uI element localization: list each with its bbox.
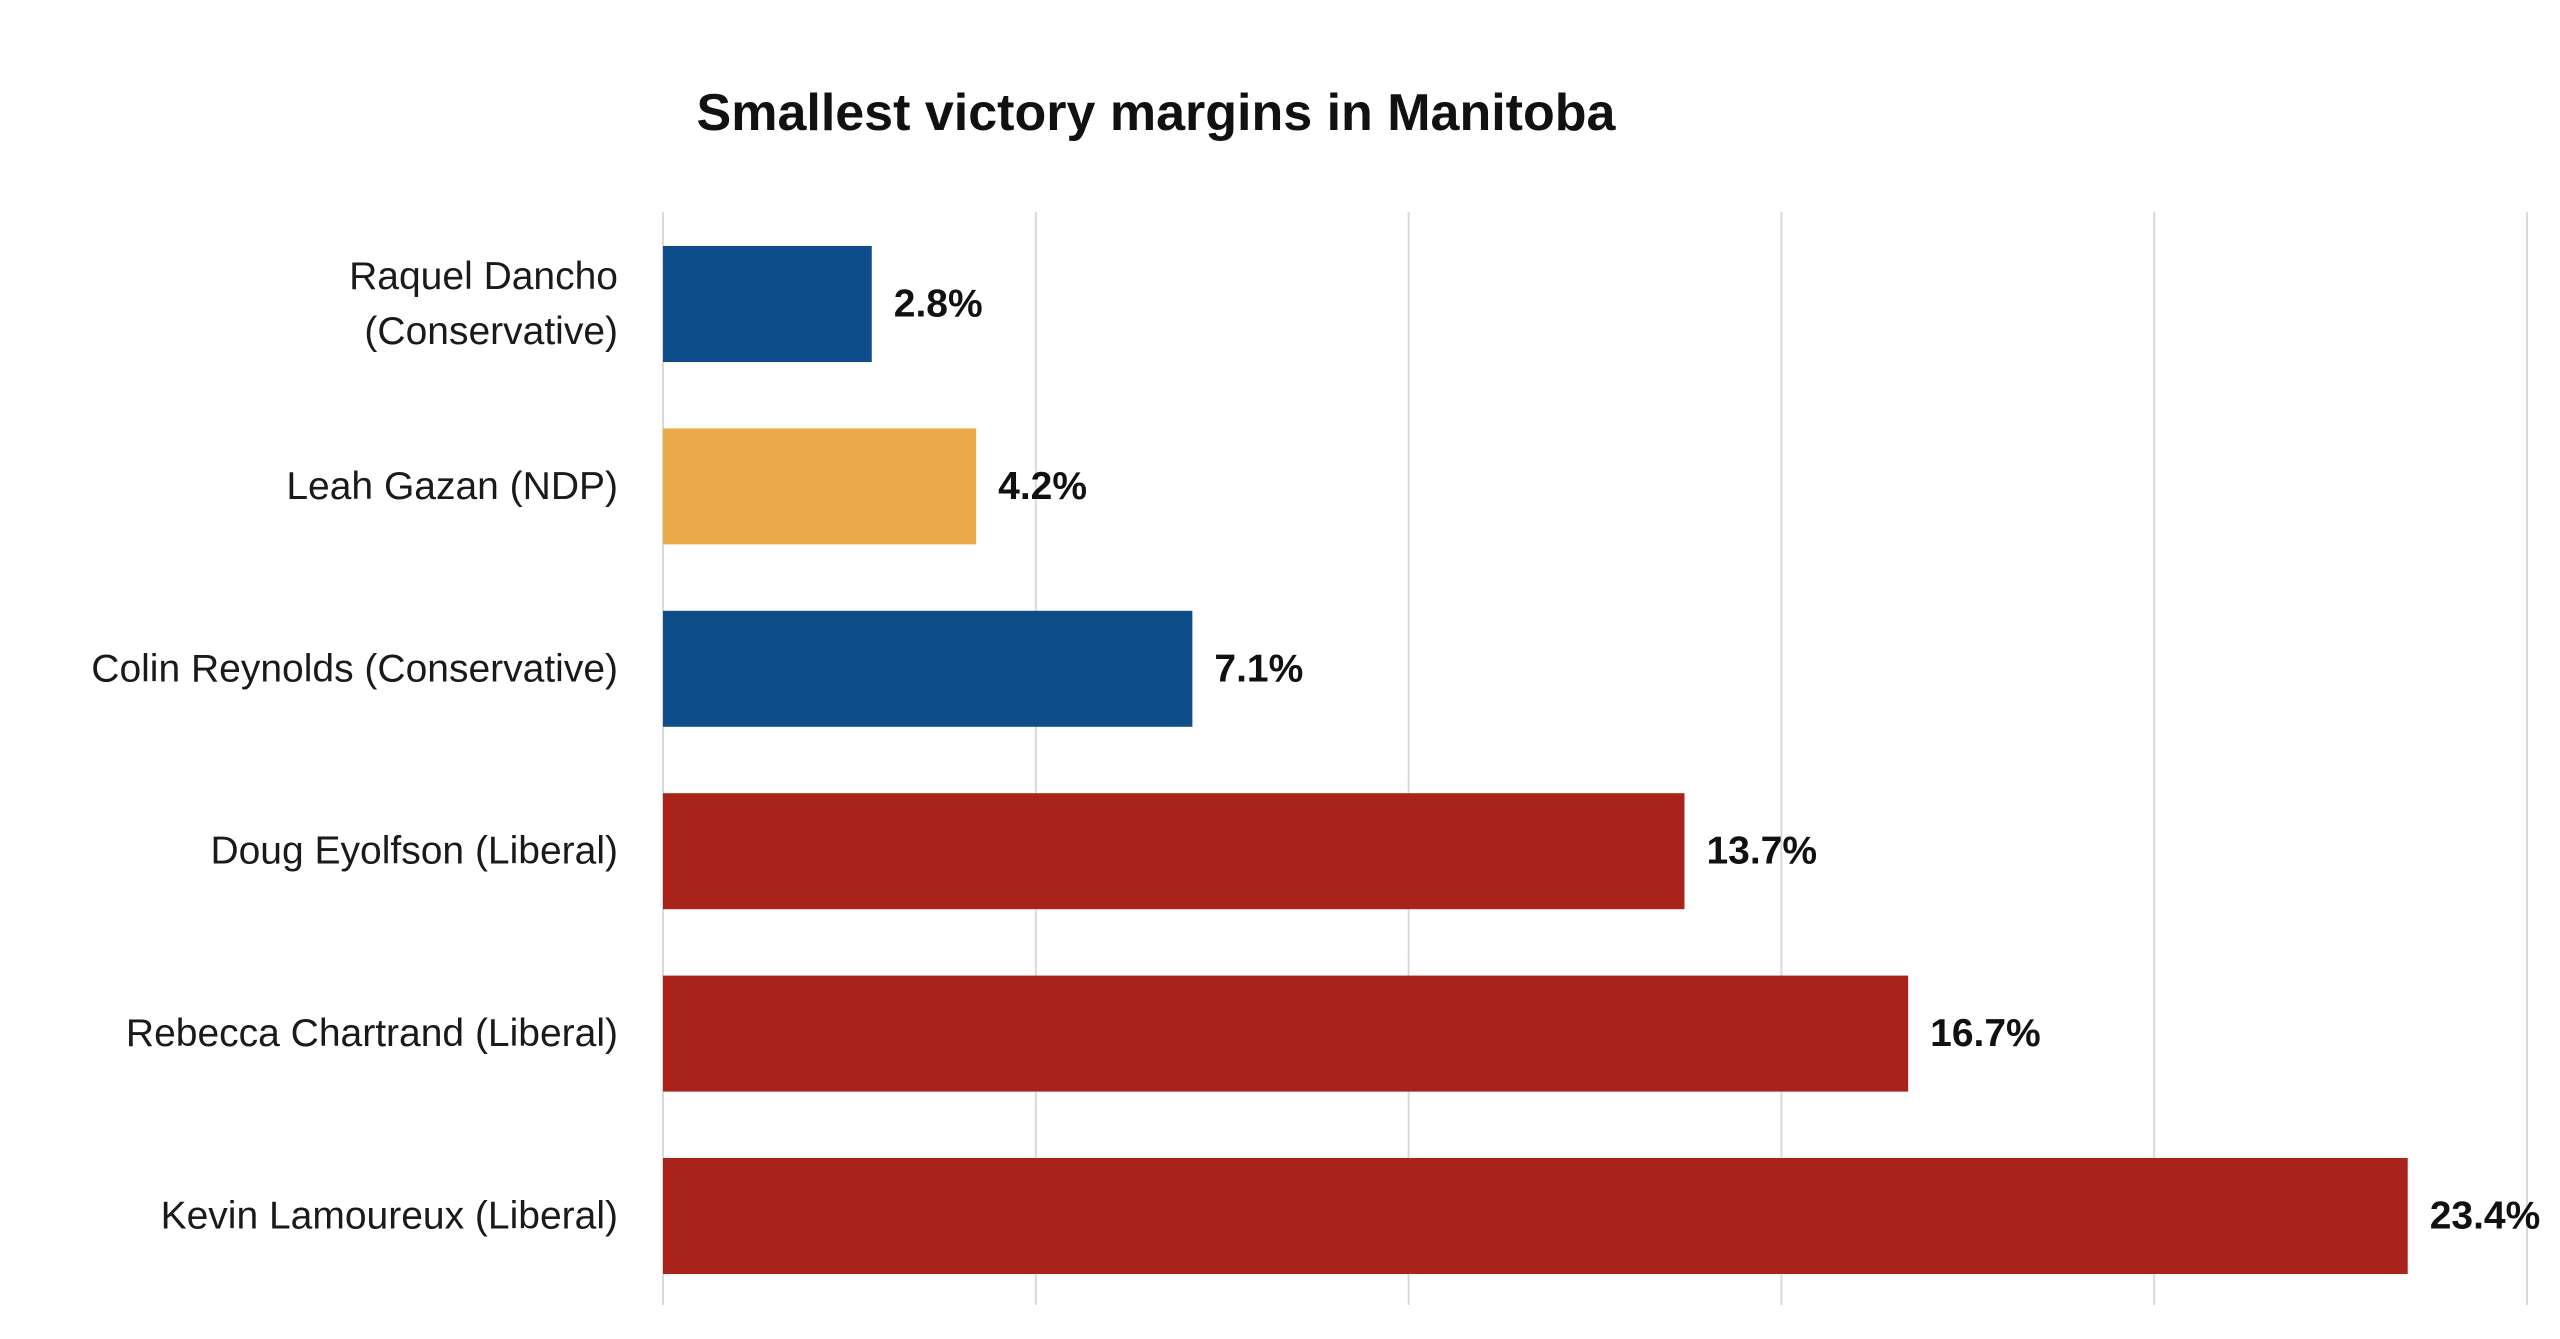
category-label-5: Kevin Lamoureux (Liberal) bbox=[161, 1195, 618, 1238]
bar-2 bbox=[663, 610, 1193, 727]
category-label-line: Kevin Lamoureux (Liberal) bbox=[161, 1195, 618, 1238]
gridlines bbox=[662, 212, 2528, 1305]
bar-3 bbox=[663, 793, 1685, 910]
category-labels: Raquel Dancho (Conservative) Leah Gazan (N… bbox=[91, 255, 618, 1238]
chart-title: Smallest victory margins in Manitoba bbox=[697, 84, 1617, 142]
bar-4 bbox=[663, 975, 1909, 1092]
category-label-line: Colin Reynolds (Conservative) bbox=[91, 647, 618, 690]
category-label-0: Raquel Dancho (Conservative) bbox=[349, 255, 618, 353]
category-label-line: (Conservative) bbox=[364, 310, 618, 353]
category-label-1: Leah Gazan (NDP) bbox=[286, 465, 618, 508]
category-label-3: Doug Eyolfson (Liberal) bbox=[210, 830, 618, 873]
category-label-4: Rebecca Chartrand (Liberal) bbox=[126, 1012, 618, 1055]
bar-1 bbox=[663, 428, 977, 545]
category-label-2: Colin Reynolds (Conservative) bbox=[91, 647, 618, 690]
value-label-2: 7.1% bbox=[1214, 647, 1303, 690]
value-labels: 2.8% 4.2% 7.1% 13.7% 16.7% 23.4% bbox=[894, 283, 2541, 1238]
bar-0 bbox=[663, 246, 872, 362]
value-label-3: 13.7% bbox=[1706, 830, 1817, 873]
bar-5 bbox=[663, 1158, 2408, 1274]
category-label-line: Raquel Dancho bbox=[349, 255, 618, 298]
value-label-5: 23.4% bbox=[2430, 1195, 2541, 1238]
category-label-line: Doug Eyolfson (Liberal) bbox=[210, 830, 618, 873]
value-label-0: 2.8% bbox=[894, 283, 983, 326]
value-label-1: 4.2% bbox=[998, 465, 1087, 508]
value-label-4: 16.7% bbox=[1930, 1012, 2041, 1055]
bars bbox=[663, 246, 2408, 1274]
category-label-line: Rebecca Chartrand (Liberal) bbox=[126, 1012, 618, 1055]
category-label-line: Leah Gazan (NDP) bbox=[286, 465, 618, 508]
